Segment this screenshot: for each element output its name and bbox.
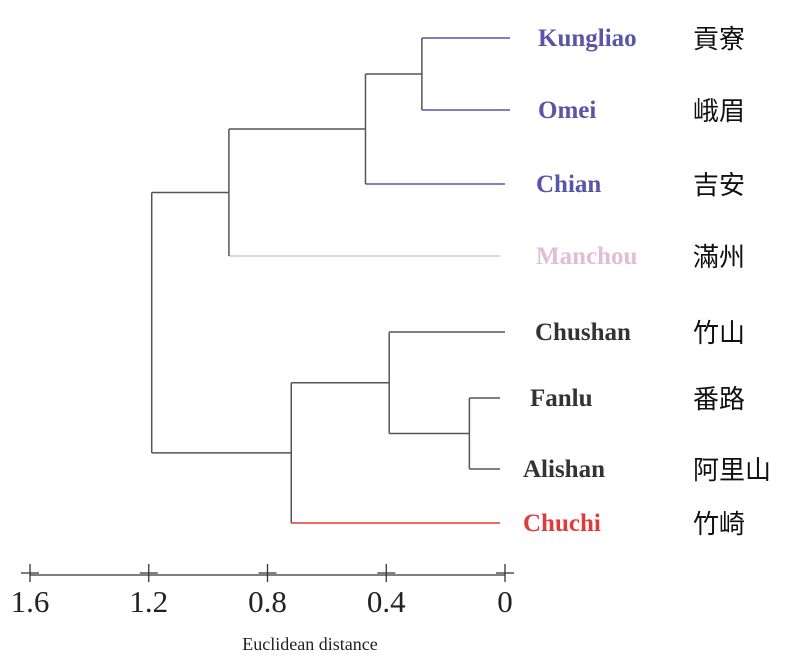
tick-label-0: 1.6 — [11, 584, 50, 619]
axis-title: Euclidean distance — [242, 634, 377, 654]
tick-label-2: 0.8 — [248, 584, 287, 619]
leaf-chinese-chuchi: 竹崎 — [693, 510, 745, 540]
distance-axis: 1.6 1.2 0.8 0.4 0 Euclidean distance — [11, 564, 514, 654]
dendrogram-branches — [150, 37, 510, 524]
tick-label-4: 0 — [497, 584, 513, 619]
leaf-label-alishan: Alishan — [523, 456, 605, 483]
leaf-chinese-chushan: 竹山 — [693, 319, 745, 349]
leaf-label-chushan: Chushan — [535, 319, 631, 346]
leaf-chinese-fanlu: 番路 — [693, 385, 745, 415]
leaf-chinese-omei: 峨眉 — [693, 97, 745, 127]
leaf-label-chian: Chian — [536, 171, 601, 198]
leaf-label-kungliao: Kungliao — [538, 25, 637, 52]
leaf-label-chuchi: Chuchi — [523, 510, 601, 537]
leaf-chinese-manchou: 滿州 — [693, 243, 745, 273]
leaf-chinese-kungliao: 貢寮 — [693, 25, 745, 55]
tick-label-3: 0.4 — [367, 584, 406, 619]
leaf-label-fanlu: Fanlu — [530, 385, 593, 412]
tick-label-1: 1.2 — [129, 584, 168, 619]
leaf-labels: Kungliao 貢寮 Omei 峨眉 Chian 吉安 Manchou 滿州 Chushan 竹… — [523, 25, 771, 540]
leaf-label-omei: Omei — [538, 97, 596, 124]
leaf-chinese-alishan: 阿里山 — [693, 456, 771, 486]
leaf-label-manchou: Manchou — [536, 243, 638, 270]
axis-ticks: 1.6 1.2 0.8 0.4 0 — [11, 564, 514, 619]
leaf-chinese-chian: 吉安 — [693, 171, 745, 201]
